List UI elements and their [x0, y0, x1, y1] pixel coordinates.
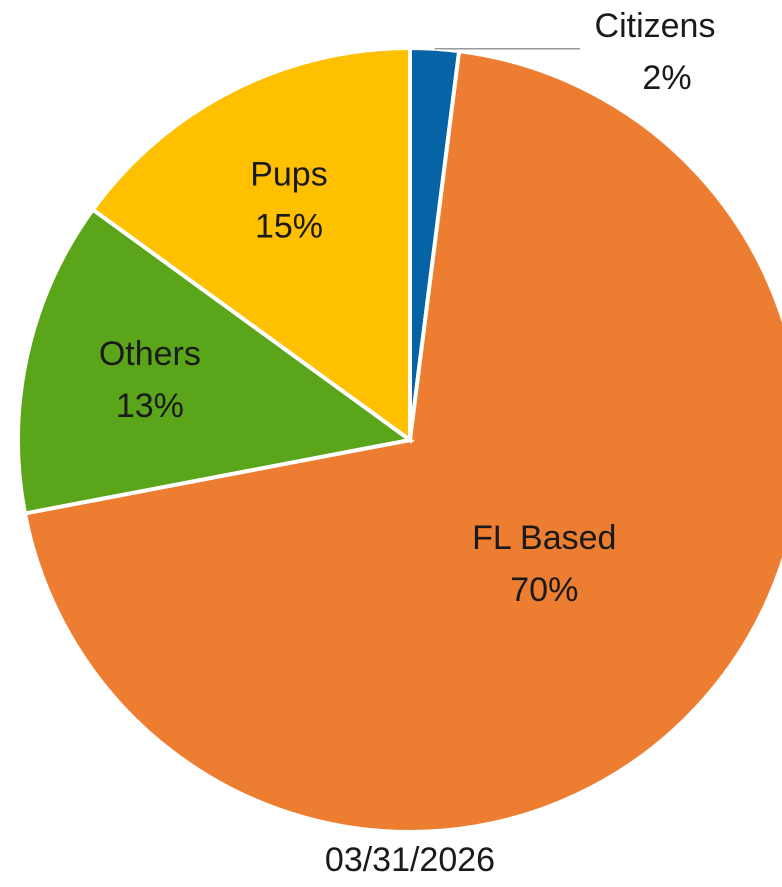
slice-value-label: 15% [255, 207, 323, 245]
chart-title: 03/31/2026 [325, 841, 495, 879]
slice-label: Pups [250, 155, 328, 193]
slice-value-label: 70% [510, 571, 578, 609]
slice-value-label: 13% [116, 387, 184, 425]
slice-label: Citizens [595, 7, 716, 45]
slice-label: FL Based [472, 519, 616, 557]
slice-label: Others [99, 335, 201, 373]
pie-slice [16, 206, 415, 516]
slice-value-label: 2% [642, 59, 691, 97]
pie-slice [90, 45, 412, 444]
